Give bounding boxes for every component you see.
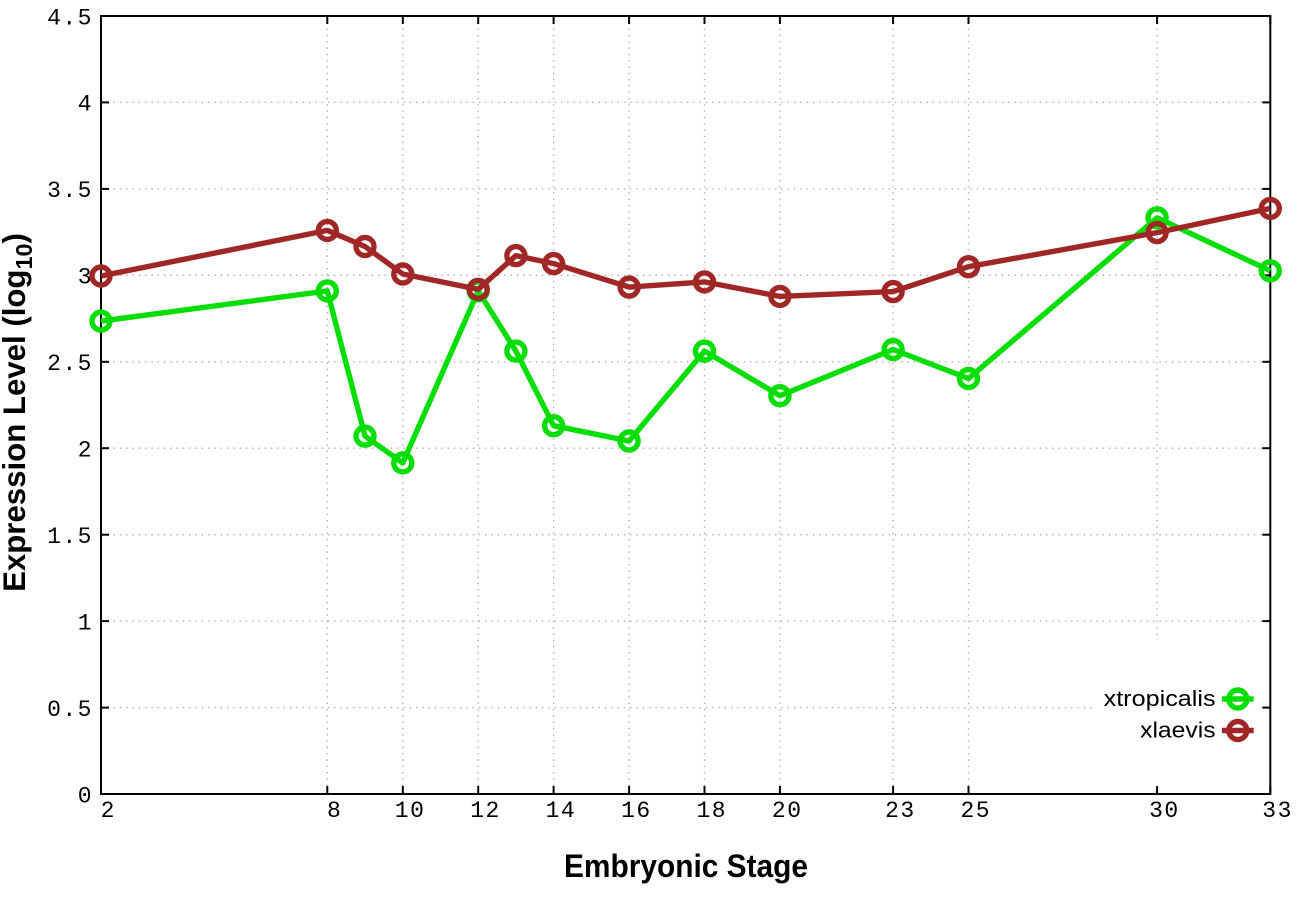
svg-text:0.5: 0.5 bbox=[47, 697, 93, 723]
svg-text:8: 8 bbox=[327, 798, 342, 824]
svg-text:1.5: 1.5 bbox=[47, 524, 93, 550]
svg-text:33: 33 bbox=[1262, 798, 1293, 824]
svg-text:12: 12 bbox=[470, 798, 501, 824]
svg-text:4.5: 4.5 bbox=[47, 5, 93, 31]
svg-text:30: 30 bbox=[1149, 798, 1180, 824]
svg-text:2: 2 bbox=[78, 438, 93, 464]
svg-text:4: 4 bbox=[78, 92, 93, 118]
svg-text:1: 1 bbox=[78, 610, 93, 636]
svg-text:xlaevis: xlaevis bbox=[1140, 718, 1216, 743]
svg-text:Embryonic Stage: Embryonic Stage bbox=[564, 848, 808, 884]
svg-text:0: 0 bbox=[78, 783, 93, 809]
svg-text:25: 25 bbox=[960, 798, 991, 824]
svg-text:10: 10 bbox=[395, 798, 426, 824]
svg-text:Expression Level (log10): Expression Level (log10) bbox=[0, 233, 37, 592]
svg-text:14: 14 bbox=[546, 798, 577, 824]
svg-text:16: 16 bbox=[621, 798, 652, 824]
svg-text:18: 18 bbox=[696, 798, 727, 824]
svg-text:23: 23 bbox=[885, 798, 916, 824]
svg-text:2: 2 bbox=[101, 798, 116, 824]
svg-text:3: 3 bbox=[78, 265, 93, 291]
svg-text:20: 20 bbox=[772, 798, 803, 824]
svg-text:xtropicalis: xtropicalis bbox=[1104, 686, 1216, 711]
svg-text:2.5: 2.5 bbox=[47, 351, 93, 377]
svg-text:3.5: 3.5 bbox=[47, 178, 93, 204]
